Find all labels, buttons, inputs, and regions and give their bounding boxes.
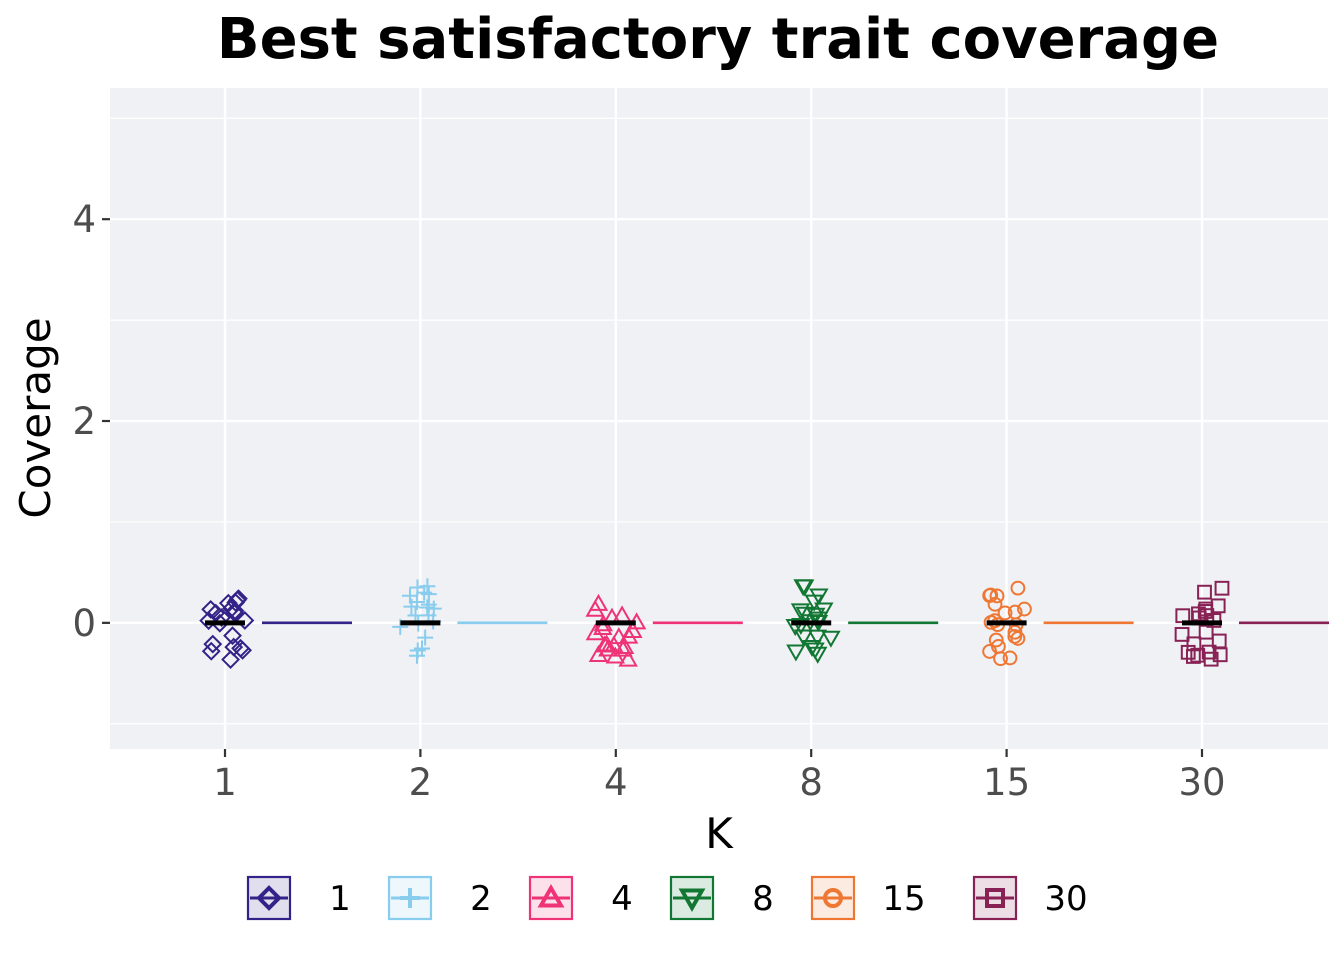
data-point — [808, 646, 828, 664]
plot-background — [110, 88, 1328, 749]
data-point — [414, 640, 431, 657]
data-point — [802, 639, 822, 658]
data-point — [785, 619, 805, 637]
x-axis-title: K — [705, 809, 734, 858]
series-2 — [392, 578, 548, 664]
data-point — [1010, 580, 1026, 596]
legend-key-marker — [678, 888, 706, 913]
data-point — [807, 629, 828, 647]
data-point — [997, 605, 1013, 621]
legend-item-1: 1 — [246, 875, 351, 921]
data-point — [991, 639, 1006, 654]
data-point — [417, 629, 434, 646]
data-point — [983, 587, 999, 603]
x-tick-label: 4 — [604, 761, 628, 804]
data-point — [989, 588, 1005, 604]
data-point — [618, 649, 638, 667]
data-point — [793, 629, 814, 647]
data-point — [212, 608, 232, 627]
legend-item-15: 15 — [810, 875, 926, 921]
data-point — [419, 578, 436, 595]
data-point — [1214, 580, 1230, 596]
x-tick-label: 2 — [409, 761, 433, 804]
series-30 — [1174, 580, 1329, 667]
data-point — [988, 632, 1004, 648]
data-point — [419, 599, 436, 616]
legend-item-30: 30 — [972, 875, 1088, 921]
data-point — [408, 593, 425, 610]
legend-label: 4 — [611, 879, 633, 919]
data-point — [233, 640, 253, 660]
series-15 — [982, 580, 1134, 667]
series-1 — [199, 589, 352, 669]
data-point — [1186, 636, 1202, 652]
legend: 1 2 4 8 15 30 — [246, 875, 1088, 921]
legend-label: 2 — [470, 879, 492, 919]
legend-key-marker — [400, 888, 420, 908]
data-point — [821, 630, 841, 648]
series-4 — [585, 593, 743, 667]
axes: 0 2 4 1 2 4 8 15 30 — [72, 198, 1225, 804]
data-point — [223, 626, 242, 646]
x-tick-label: 15 — [983, 761, 1030, 804]
legend-item-2: 2 — [387, 875, 492, 921]
data-point — [235, 611, 255, 630]
data-point — [594, 635, 615, 653]
data-point — [593, 617, 613, 635]
chart-title: Best satisfactory trait coverage — [217, 7, 1219, 72]
data-point — [420, 596, 437, 613]
legend-item-8: 8 — [669, 875, 774, 921]
y-axis-title: Coverage — [11, 317, 60, 518]
legend-key-marker — [985, 888, 1005, 908]
legend-label: 15 — [882, 879, 925, 919]
data-point — [392, 618, 409, 635]
data-point — [790, 603, 811, 621]
data-point — [786, 644, 806, 662]
data-point — [409, 579, 426, 596]
data-point — [1211, 633, 1227, 649]
data-point — [1201, 644, 1217, 660]
legend-label: 30 — [1044, 879, 1087, 919]
legend-label: 1 — [329, 879, 351, 919]
data-point — [201, 599, 221, 619]
data-point — [588, 644, 609, 662]
data-point — [585, 599, 605, 617]
data-point — [1017, 601, 1032, 617]
legend-label: 8 — [752, 879, 774, 919]
legend-key-marker — [537, 883, 565, 908]
data-point — [221, 650, 240, 669]
data-point — [1007, 629, 1023, 644]
data-point — [203, 634, 223, 654]
x-tick-label: 30 — [1178, 761, 1225, 804]
data-point — [806, 607, 826, 625]
legend-item-4: 4 — [528, 875, 633, 921]
data-point — [225, 601, 245, 621]
data-point — [1210, 598, 1226, 614]
series-8 — [785, 579, 939, 664]
y-tick-label: 0 — [72, 602, 96, 645]
data-point — [1007, 624, 1023, 640]
data-marks — [199, 578, 1329, 669]
data-point — [1198, 624, 1214, 640]
y-tick-label: 2 — [72, 400, 96, 443]
data-point — [987, 596, 1003, 612]
data-point — [614, 636, 635, 654]
data-point — [1174, 627, 1190, 642]
data-point — [794, 579, 815, 597]
data-point — [1191, 606, 1206, 622]
x-tick-label: 1 — [213, 761, 237, 804]
data-point — [585, 623, 606, 641]
data-point — [1002, 650, 1018, 666]
data-point — [814, 602, 834, 620]
data-point — [1197, 584, 1212, 600]
legend-key-marker — [823, 888, 843, 908]
x-tick-label: 8 — [799, 761, 823, 804]
legend-key-marker — [256, 885, 282, 911]
data-point — [618, 626, 639, 644]
data-point — [609, 627, 629, 645]
y-tick-label: 4 — [72, 198, 96, 241]
data-point — [226, 593, 246, 612]
